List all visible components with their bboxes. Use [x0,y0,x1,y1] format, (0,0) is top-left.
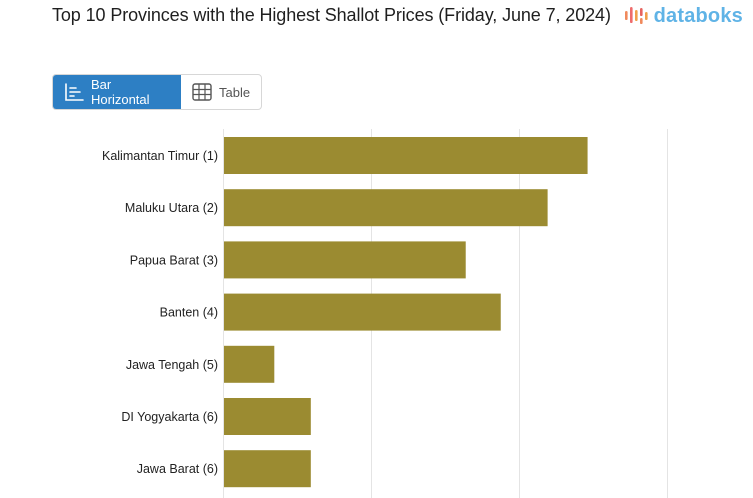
bar[interactable] [224,293,501,331]
bar[interactable] [224,189,548,227]
chart-header: Top 10 Provinces with the Highest Shallo… [52,2,612,28]
category-label: Maluku Utara (2) [125,201,218,215]
table-label: Table [219,84,251,100]
category-label: Papua Barat (3) [130,253,218,267]
category-label: Jawa Tengah (5) [126,358,218,372]
view-switch: Bar Horizontal Table [52,74,262,110]
bar-horizontal-label: Bar Horizontal [91,77,150,107]
category-label: Kalimantan Timur (1) [102,149,218,163]
bar-chart-icon [65,83,84,101]
bar-horizontal-tab[interactable]: Bar Horizontal [53,75,181,109]
bar[interactable] [224,137,588,174]
page-title: Top 10 Provinces with the Highest Shallo… [52,5,611,25]
bar[interactable] [224,345,275,383]
bar[interactable] [224,241,466,279]
category-label: Jawa Barat (6) [137,462,218,476]
bar[interactable] [224,450,311,488]
bar[interactable] [224,398,311,435]
brand-name: databoks [653,5,743,27]
category-label: Banten (4) [160,306,218,320]
category-label: DI Yogyakarta (6) [121,410,218,424]
table-tab[interactable]: Table [181,75,261,109]
brand-logo[interactable]: databoks [624,4,743,28]
databoks-logo-icon [624,7,648,24]
table-icon [192,83,212,101]
